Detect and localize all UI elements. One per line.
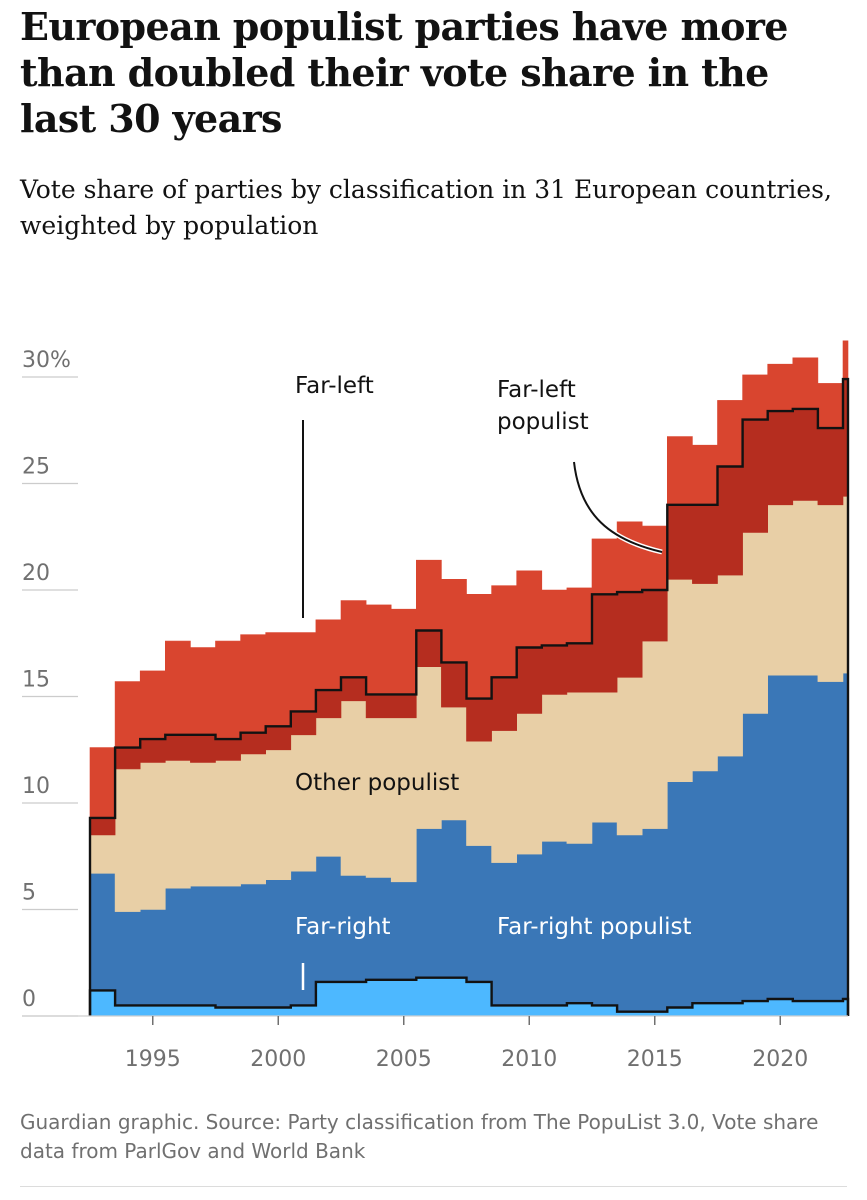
y-tick-label: 30% [22, 348, 71, 373]
footer-divider [20, 1186, 847, 1187]
x-axis-ticks: 1995 2000 2005 2010 2015 2020 [125, 1016, 808, 1072]
source-note: Guardian graphic. Source: Party classifi… [20, 1110, 819, 1163]
y-tick-label: 0 [22, 987, 36, 1012]
x-tick-label: 2005 [376, 1047, 432, 1072]
x-tick-label: 2020 [752, 1047, 808, 1072]
label-far-left-populist-line1: Far-left [497, 377, 576, 403]
y-tick-label: 20 [22, 561, 50, 586]
populist-outlines [88, 377, 850, 1016]
label-far-right: Far-right [295, 914, 391, 940]
populist-total-outline [88, 377, 850, 1016]
y-tick-label: 10 [22, 774, 50, 799]
y-tick-label: 5 [22, 881, 36, 906]
x-tick-label: 2015 [627, 1047, 683, 1072]
chart-title: European populist parties have more than… [20, 4, 788, 141]
annotations: Far-left Far-left populist Other populis… [295, 373, 691, 990]
label-far-left: Far-left [295, 373, 374, 399]
x-tick-label: 2000 [250, 1047, 306, 1072]
y-axis-ticks: 30% 25 20 15 10 5 0 [22, 348, 71, 1012]
far-left-populist-leader-arc [573, 461, 663, 553]
y-tick-label: 25 [22, 455, 50, 480]
chart-subtitle: Vote share of parties by classification … [20, 175, 832, 240]
label-far-left-populist-line2: populist [497, 409, 589, 435]
label-far-right-populist: Far-right populist [497, 914, 691, 940]
label-other-populist: Other populist [295, 770, 459, 796]
x-tick-label: 1995 [125, 1047, 181, 1072]
far-right-outline [88, 976, 850, 1016]
y-tick-label: 15 [22, 668, 50, 693]
series-areas [89, 340, 849, 1017]
x-tick-label: 2010 [501, 1047, 557, 1072]
